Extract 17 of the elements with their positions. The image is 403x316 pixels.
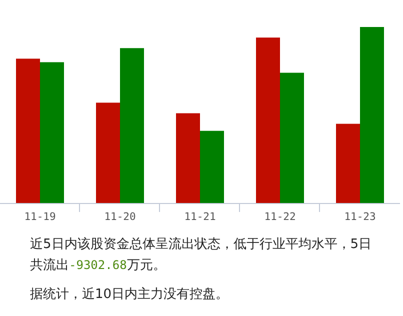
bar [40,62,64,203]
bar [200,130,224,203]
x-tick-label: 11-21 [184,211,216,223]
text: 据统计，近10日内主力没有控盘。 [30,286,229,302]
bar [176,113,200,203]
bar [96,102,120,203]
bar [360,27,384,203]
bar [336,124,360,203]
bar [256,38,280,203]
bar [120,48,144,203]
x-tick-label: 11-19 [24,211,56,223]
x-tick-label: 11-23 [344,211,376,223]
bar [280,72,304,203]
bar [16,58,40,203]
x-tick-label: 11-20 [104,211,136,223]
x-tick-label: 11-22 [264,211,296,223]
text: 近5日内该股资金总体呈流出状态，低于行业平均水平，5日共流出-9302.68万元。 [30,236,372,273]
